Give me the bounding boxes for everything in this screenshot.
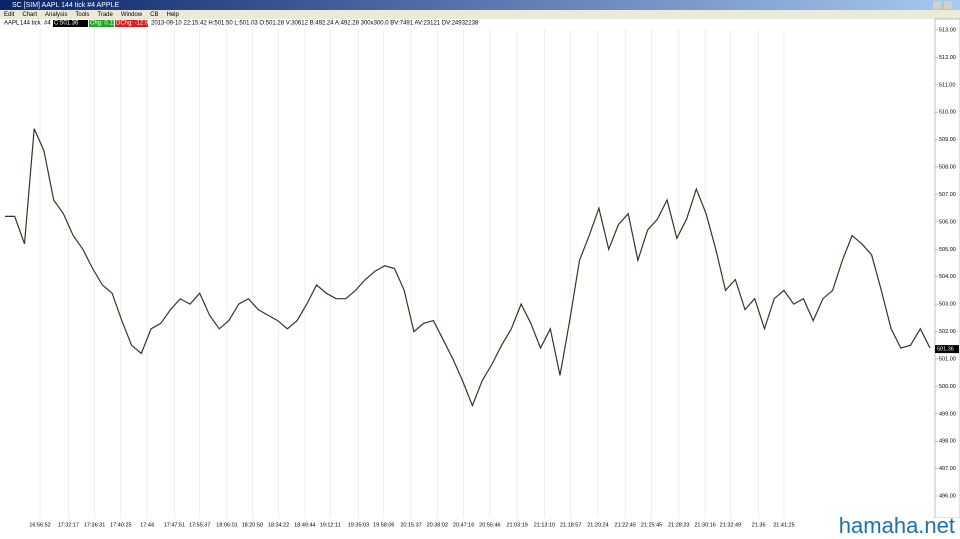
last-price-label: 501.36 — [937, 347, 954, 353]
y-tick-label: 499.00 — [939, 411, 956, 417]
info-day-change-box — [115, 20, 148, 27]
x-tick-label: 20:15:37 — [400, 522, 421, 528]
info-change: Chg: 0.11 — [90, 21, 116, 27]
x-tick-label: 21:28:23 — [668, 522, 689, 528]
x-tick-label: 17:47:51 — [164, 522, 185, 528]
close-button[interactable] — [944, 1, 952, 9]
info-change-box — [89, 20, 114, 27]
y-tick-label: 496.00 — [939, 494, 956, 500]
y-tick-label: 497.00 — [939, 466, 956, 472]
info-period: 144 tick — [20, 21, 42, 27]
y-tick-label: 506.00 — [939, 219, 956, 225]
menu-item[interactable]: Window — [121, 12, 143, 18]
x-tick-label: 20:55:46 — [479, 522, 500, 528]
chart-area — [0, 19, 935, 518]
x-tick-label: 21:41:25 — [773, 522, 794, 528]
window-title: SC [SIM] AAPL 144 tick #4 APPLE — [12, 2, 119, 9]
x-tick-label: 18:20:50 — [242, 522, 263, 528]
y-tick-label: 505.00 — [939, 247, 956, 253]
y-tick-label: 501.00 — [939, 356, 956, 362]
menu-item[interactable]: Trade — [97, 12, 113, 18]
x-tick-label: 21:13:10 — [534, 522, 555, 528]
y-tick-label: 503.00 — [939, 302, 956, 308]
x-tick-label: 17:55:37 — [189, 522, 210, 528]
y-tick-label: 512.00 — [939, 55, 956, 61]
info-close-box — [53, 20, 88, 27]
price-line — [5, 128, 931, 408]
x-tick-label: 21:03:19 — [506, 522, 527, 528]
menu-item[interactable]: Tools — [75, 12, 89, 18]
x-tick-label: 17:32:17 — [58, 522, 79, 528]
x-tick-label: 19:58:06 — [373, 522, 394, 528]
info-bar: AAPL 144 tick #4 C:501.36 Chg: 0.11 DChg… — [4, 20, 479, 27]
y-tick-label: 513.00 — [939, 27, 956, 33]
menu-item[interactable]: Chart — [22, 12, 37, 18]
y-tick-label: 510.00 — [939, 110, 956, 116]
x-tick-label: 21:36 — [752, 522, 766, 528]
menu-item[interactable]: Help — [167, 12, 180, 18]
x-tick-label: 16:56:52 — [29, 522, 50, 528]
x-tick-label: 18:49:44 — [294, 522, 315, 528]
info-day-change: DChg: -12.92 — [116, 21, 152, 27]
info-chart-number: #4 — [44, 21, 51, 27]
x-tick-label: 17:44 — [140, 522, 154, 528]
y-tick-label: 502.00 — [939, 329, 956, 335]
menu-item[interactable]: CB — [150, 12, 158, 18]
y-tick-label: 508.00 — [939, 165, 956, 171]
x-tick-label: 18:06:01 — [216, 522, 237, 528]
x-tick-label: 17:40:25 — [110, 522, 131, 528]
x-tick-label: 21:32:49 — [720, 522, 741, 528]
info-symbol: AAPL — [4, 21, 20, 27]
last-price-box — [935, 345, 959, 354]
menu-bar — [0, 10, 960, 19]
menu-item[interactable]: Edit — [4, 12, 15, 18]
x-tick-label: 20:38:02 — [427, 522, 448, 528]
x-tick-label: 17:36:31 — [84, 522, 105, 528]
watermark: hamaha.net — [839, 513, 955, 538]
x-tick-label: 21:25:45 — [641, 522, 662, 528]
title-bar — [0, 0, 960, 10]
x-tick-label: 21:30:16 — [694, 522, 715, 528]
y-tick-label: 500.00 — [939, 384, 956, 390]
y-tick-label: 504.00 — [939, 274, 956, 280]
x-tick-label: 18:34:22 — [268, 522, 289, 528]
x-tick-label: 20:47:16 — [453, 522, 474, 528]
x-tick-label: 21:22:45 — [615, 522, 636, 528]
y-tick-label: 509.00 — [939, 137, 956, 143]
price-axis — [934, 18, 960, 519]
time-axis — [0, 518, 960, 539]
minimize-button[interactable] — [933, 1, 941, 9]
x-tick-label: 19:35:03 — [348, 522, 369, 528]
y-tick-label: 511.00 — [939, 82, 955, 88]
y-tick-label: 507.00 — [939, 192, 956, 198]
info-close: C:501.36 — [54, 21, 79, 27]
y-tick-label: 498.00 — [939, 439, 956, 445]
x-tick-label: 21:18:57 — [560, 522, 581, 528]
menu-item[interactable]: Analysis — [45, 12, 67, 18]
info-details: 2013-09-10 22:15:42 H:501.50 L:501.03 O:… — [151, 21, 479, 27]
x-tick-label: 21:20:24 — [587, 522, 608, 528]
x-tick-label: 19:12:11 — [320, 522, 341, 528]
